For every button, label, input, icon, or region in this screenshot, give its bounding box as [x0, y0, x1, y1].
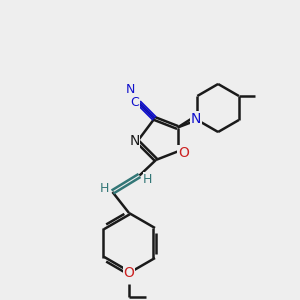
Text: H: H — [143, 172, 153, 186]
Text: O: O — [124, 266, 134, 280]
Text: O: O — [178, 146, 189, 160]
Text: N: N — [190, 112, 201, 125]
Text: N: N — [125, 83, 135, 97]
Text: H: H — [99, 182, 109, 195]
Text: N: N — [129, 134, 140, 148]
Text: C: C — [130, 96, 140, 109]
